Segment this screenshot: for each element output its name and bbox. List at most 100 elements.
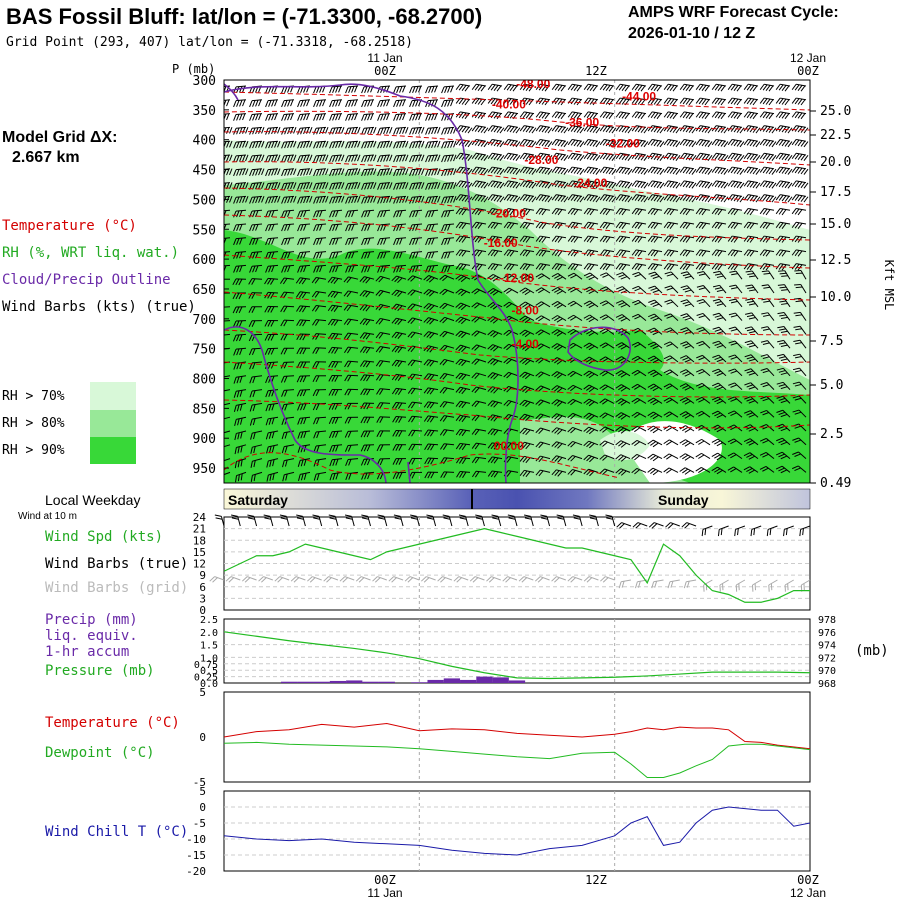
wind-barb bbox=[441, 99, 455, 108]
temperature-series-label: Temperature (°C) bbox=[45, 715, 180, 731]
wind-barb bbox=[599, 454, 615, 461]
wind-barb bbox=[393, 182, 409, 190]
wind-barb bbox=[631, 249, 647, 257]
wind-barb bbox=[551, 455, 567, 463]
wind-barb bbox=[727, 111, 743, 120]
wind-barb bbox=[615, 180, 633, 189]
wind-barb bbox=[360, 402, 375, 410]
wind-barb bbox=[233, 154, 249, 163]
wind-barb bbox=[791, 97, 807, 106]
wind-barb bbox=[359, 346, 375, 354]
wind-barb bbox=[551, 111, 567, 120]
wind-barb bbox=[297, 471, 311, 482]
pressure-tick-label: 900 bbox=[193, 432, 216, 447]
wind-barb bbox=[583, 454, 599, 463]
wind-barb bbox=[776, 353, 791, 363]
wind-barb bbox=[583, 221, 599, 229]
wind-barb bbox=[599, 272, 615, 280]
wind-barb bbox=[631, 453, 647, 461]
wind-barb bbox=[377, 182, 393, 190]
precip-bar bbox=[411, 682, 428, 683]
pressure-tick-label: 400 bbox=[193, 134, 216, 149]
wind-barb bbox=[519, 441, 535, 450]
wind-barb bbox=[471, 470, 487, 478]
wind-barb bbox=[233, 375, 247, 384]
wind-barb bbox=[794, 270, 807, 280]
wind-barb bbox=[680, 341, 695, 349]
wind-barb bbox=[224, 471, 231, 477]
wind-barb bbox=[647, 411, 663, 420]
wind-barb bbox=[344, 402, 359, 410]
wind-barb bbox=[297, 140, 313, 149]
wind-barb bbox=[280, 375, 295, 383]
wind-barb bbox=[743, 235, 759, 243]
wind-barb bbox=[281, 430, 295, 440]
wind-barb bbox=[425, 154, 441, 163]
wind-barb bbox=[250, 458, 263, 468]
wind-barb bbox=[680, 285, 695, 294]
wind-barb bbox=[743, 138, 761, 148]
wind-barb bbox=[410, 514, 420, 527]
wind-barb bbox=[455, 249, 471, 257]
wind-barb bbox=[679, 180, 697, 189]
wind-barb bbox=[776, 381, 791, 390]
wind-barb bbox=[663, 249, 679, 257]
wind-barb bbox=[615, 263, 631, 271]
wind-barb bbox=[750, 525, 762, 537]
pressure-tick-label: 350 bbox=[193, 104, 216, 119]
wind-barb bbox=[281, 154, 297, 163]
wind-barb bbox=[343, 304, 359, 312]
wind-barb bbox=[503, 83, 519, 92]
wind-barb bbox=[583, 207, 599, 216]
wind-barb bbox=[711, 396, 727, 405]
temperature-tick: -5 bbox=[193, 776, 206, 789]
wind-barb bbox=[567, 221, 583, 229]
wind-barb bbox=[281, 99, 295, 108]
wind-barb bbox=[249, 389, 263, 398]
wind-barb bbox=[409, 85, 423, 94]
pressure-tick: 978 bbox=[818, 615, 836, 626]
isotherm-label: 00.00 bbox=[494, 439, 524, 453]
wind-barb bbox=[519, 249, 535, 257]
wind-barbs-grid-label: Wind Barbs (grid) bbox=[45, 580, 188, 596]
wind-barb bbox=[679, 369, 695, 377]
wind-barb bbox=[214, 514, 225, 527]
wind-barb bbox=[631, 97, 647, 106]
wind-barb bbox=[664, 313, 679, 321]
wind-barb bbox=[311, 291, 327, 298]
pressure-tick-label: 700 bbox=[193, 313, 216, 328]
wind-barb bbox=[631, 166, 649, 175]
precip-tick: 1.0 bbox=[200, 653, 218, 664]
wind-barb bbox=[745, 270, 759, 280]
wind-barb bbox=[727, 410, 743, 418]
wind-barb bbox=[439, 429, 455, 436]
wind-barb bbox=[329, 154, 345, 163]
wind-barb bbox=[535, 287, 551, 294]
wind-barb bbox=[279, 514, 290, 527]
wind-barb bbox=[535, 125, 553, 134]
wind-barb bbox=[393, 99, 407, 108]
wind-barb bbox=[631, 411, 647, 419]
wind-barb bbox=[329, 168, 345, 177]
wind-barb bbox=[647, 369, 663, 378]
wind-barb bbox=[329, 471, 343, 481]
wind-barb bbox=[663, 180, 681, 189]
wind-barb bbox=[232, 306, 247, 314]
wind-barb bbox=[249, 402, 263, 412]
wind-barb bbox=[503, 221, 519, 229]
wind-barb bbox=[663, 263, 679, 271]
wind-barb bbox=[535, 343, 551, 350]
wind-barb bbox=[631, 397, 647, 404]
wind-barb bbox=[297, 430, 311, 439]
wind-barb bbox=[775, 451, 791, 460]
wind-barb bbox=[615, 300, 631, 308]
wind-barb bbox=[345, 195, 361, 204]
wind-barb bbox=[711, 166, 729, 175]
wind-barb bbox=[249, 375, 263, 384]
wind-barb bbox=[599, 384, 615, 391]
wind-barb bbox=[503, 97, 519, 106]
wind-barb bbox=[375, 289, 391, 297]
wind-barb bbox=[391, 317, 407, 326]
wind-barb bbox=[224, 333, 231, 336]
wind-barb bbox=[328, 360, 343, 368]
